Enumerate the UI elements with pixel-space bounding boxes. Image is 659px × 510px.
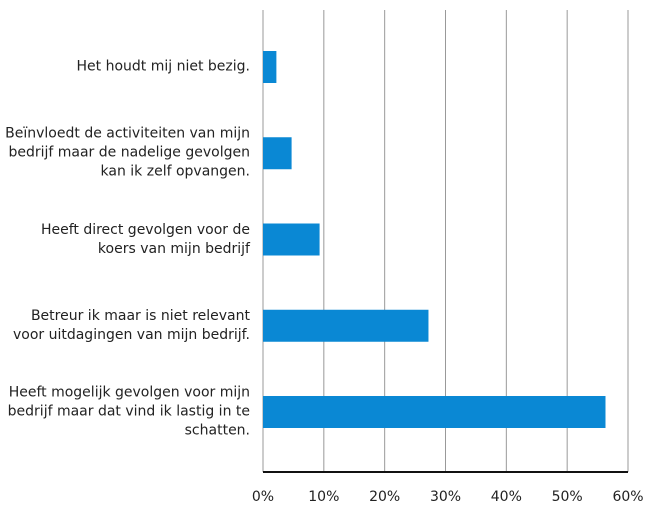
x-tick-label: 40% (491, 489, 522, 505)
y-tick-label: Beïnvloedt de activiteiten van mijn bedr… (5, 125, 250, 180)
bar (263, 223, 320, 256)
x-tick-label: 30% (430, 489, 461, 505)
y-tick-label: Heeft mogelijk gevolgen voor mijn bedrij… (7, 384, 250, 439)
bar (263, 396, 606, 428)
x-tick-label: 10% (308, 489, 339, 505)
y-tick-label: Betreur ik maar is niet relevant voor ui… (12, 307, 250, 343)
bar (263, 51, 277, 83)
x-tick-label: 50% (552, 489, 583, 505)
bar (263, 137, 292, 170)
y-tick-label: Heeft direct gevolgen voor de koers van … (40, 221, 250, 257)
x-tick-label: 60% (612, 489, 643, 505)
x-tick-label: 20% (369, 489, 400, 505)
x-tick-label: 0% (252, 489, 274, 505)
y-tick-label: Het houdt mij niet bezig. (76, 58, 250, 75)
bar (263, 309, 429, 342)
